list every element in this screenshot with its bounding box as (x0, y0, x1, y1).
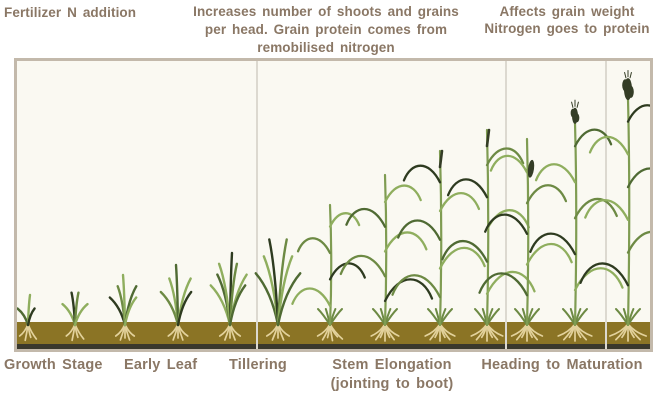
plant-jointing-1 (291, 203, 366, 342)
annotation-shoots-grains: Increases number of shoots and grains pe… (160, 3, 492, 57)
section-divider (505, 61, 507, 349)
plant-flowering (529, 99, 624, 342)
plant-early-leaf-1 (108, 273, 138, 341)
plant-seedling-1 (17, 293, 38, 342)
stage-label-stem-elongation: Stem Elongation (jointing to boot) (322, 356, 462, 394)
section-divider (605, 61, 607, 349)
plant-tillering-1 (209, 251, 248, 341)
plant-elongation (391, 149, 486, 342)
annotation-center-line3: remobilised nitrogen (257, 40, 395, 55)
growth-panel (14, 58, 653, 352)
annotation-right-line2: Nitrogen goes to protein (484, 21, 650, 36)
stage-label-stem-elongation-sub: (jointing to boot) (330, 376, 454, 392)
stage-label-stem-elongation-main: Stem Elongation (332, 357, 452, 373)
plant-heading (478, 137, 573, 342)
annotation-fertilizer: Fertilizer N addition (4, 5, 137, 20)
stage-label-early-leaf: Early Leaf (124, 357, 198, 373)
plant-maturation (579, 70, 650, 342)
wheat-plants-illustration (17, 70, 650, 342)
annotation-center-line2: per head. Grain protein comes from (204, 22, 448, 37)
plant-tillering-2 (254, 238, 302, 341)
plant-early-leaf-2 (159, 263, 193, 341)
annotation-center-line1: Increases number of shoots and grains (193, 4, 459, 19)
annotation-right-line1: Affects grain weight (499, 4, 635, 19)
stage-label-tillering: Tillering (229, 357, 287, 373)
plant-jointing-2 (339, 173, 434, 342)
annotation-grain-weight: Affects grain weight Nitrogen goes to pr… (468, 3, 666, 37)
section-divider (256, 61, 258, 349)
plant-seedling-2 (61, 291, 89, 342)
stage-label-growth-stage: Growth Stage (4, 357, 103, 373)
stage-label-heading-maturation: Heading to Maturation (481, 357, 643, 373)
soil-baseline (17, 344, 650, 349)
